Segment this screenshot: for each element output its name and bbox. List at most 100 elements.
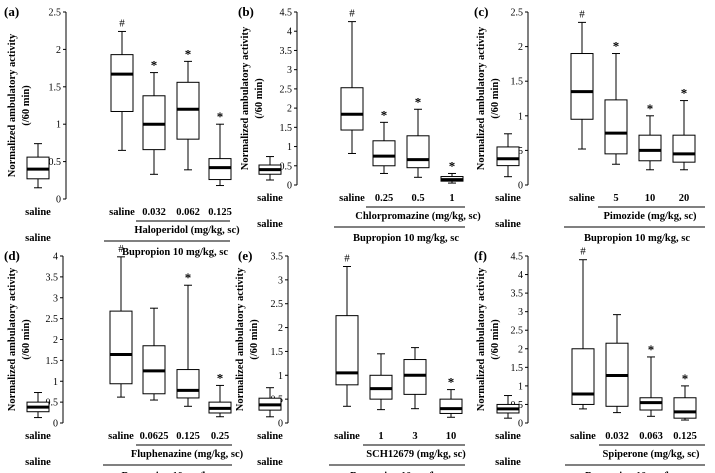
box-3: * [176, 270, 200, 407]
y-axis-title: Normalized ambulatory activity [235, 267, 246, 411]
significance-marker: * [415, 94, 422, 109]
box-0 [496, 133, 520, 178]
y-tick-label: 2 [518, 344, 523, 355]
y-tick-label: 1.5 [46, 356, 59, 367]
significance-marker: * [682, 371, 689, 386]
x-category-label: saline [495, 193, 521, 204]
box-4: * [439, 375, 463, 418]
iqr-box [110, 54, 134, 112]
drug-label: SCH12679 (mg/kg, sc) [366, 449, 466, 460]
x-category-label: 0.032 [605, 431, 629, 442]
iqr-box [109, 310, 133, 385]
y-tick-label: 2 [287, 104, 292, 115]
hash-marker: # [118, 243, 124, 255]
hash-marker: # [579, 8, 585, 20]
y-tick-label: 1.5 [49, 82, 62, 93]
y-axis-title-unit: (/60 min) [21, 85, 32, 126]
y-tick-label: 4.5 [511, 252, 524, 263]
drug-label: Chlorpromazine (mg/kg, sc) [355, 211, 481, 222]
bupropion-label: Bupropion 10 mg/kg, sc [585, 471, 691, 473]
y-tick-label: 1.5 [511, 363, 524, 374]
x-category-label: saline [257, 193, 283, 204]
x-category-label: saline [569, 193, 595, 204]
y-tick-label: 0 [278, 419, 283, 430]
iqr-box [604, 99, 628, 155]
significance-marker: * [217, 370, 224, 385]
x-category-label: 5 [613, 193, 618, 204]
box-3: * [639, 342, 663, 417]
saline-group-label: saline [257, 457, 283, 468]
box-1: # [110, 17, 134, 151]
y-tick-label: 1 [518, 111, 523, 122]
box-3: * [176, 46, 200, 171]
x-category-label: 0.125 [176, 431, 200, 442]
box-0 [26, 392, 50, 419]
y-tick-label: 3 [287, 65, 292, 76]
y-tick-label: 1.5 [511, 77, 524, 88]
saline-group-label: saline [495, 219, 521, 230]
box-1: # [335, 252, 359, 407]
y-axis-title-unit: (/60 min) [21, 319, 32, 360]
panel-3: (d)Normalized ambulatory activity (/60 mi… [4, 243, 244, 473]
panel-letter: (f) [474, 248, 487, 263]
box-1: # [109, 243, 133, 398]
iqr-box [340, 87, 364, 131]
significance-marker: * [185, 270, 192, 285]
x-category-label: 0.062 [176, 207, 200, 218]
saline-group-label: saline [257, 219, 283, 230]
y-tick-label: 4 [287, 27, 292, 38]
x-category-label: 0.25 [211, 431, 229, 442]
panel-letter: (c) [474, 4, 488, 19]
significance-marker: * [613, 39, 620, 54]
x-category-label: saline [109, 207, 135, 218]
box-4: * [673, 371, 697, 421]
hash-marker: # [349, 8, 355, 20]
y-tick-label: 0 [53, 419, 58, 430]
x-category-label: saline [339, 193, 365, 204]
bupropion-label: Bupropion 10 mg/kg, sc [350, 471, 456, 473]
y-tick-label: 4.5 [280, 8, 293, 19]
y-tick-label: 3.5 [280, 46, 293, 57]
y-tick-label: 2.5 [511, 326, 524, 337]
drug-label: Fluphenazine (mg/kg, sc) [131, 449, 244, 460]
iqr-box [406, 135, 430, 169]
panel-4: (e) Normalized ambulatory activity (/60 mi… [235, 248, 466, 473]
box-3 [403, 347, 427, 410]
y-tick-label: 1.5 [280, 123, 293, 134]
y-tick-label: 0 [287, 181, 292, 192]
saline-group-label: saline [495, 457, 521, 468]
hash-marker: # [580, 246, 586, 258]
iqr-box [571, 348, 595, 405]
y-tick-label: 2.5 [49, 8, 62, 19]
significance-marker: * [647, 101, 654, 116]
y-axis-title-unit: (/60 min) [490, 319, 501, 360]
panel-letter: (d) [4, 248, 20, 263]
box-4: * [208, 370, 232, 418]
box-2 [369, 353, 393, 411]
iqr-box [403, 359, 427, 395]
x-category-label: 0.125 [673, 431, 697, 442]
significance-marker: * [381, 107, 388, 122]
y-tick-label: 3 [518, 307, 523, 318]
y-tick-label: 2.5 [280, 84, 293, 95]
y-axis-title: Normalized ambulatory activity [7, 267, 18, 411]
y-tick-label: 4 [53, 252, 58, 263]
x-category-label: 0.25 [375, 193, 393, 204]
hash-marker: # [344, 252, 350, 264]
x-category-label: saline [257, 431, 283, 442]
drug-label: Spiperone (mg/kg, sc) [603, 449, 700, 460]
x-category-label: 0.125 [208, 207, 232, 218]
x-category-label: saline [108, 431, 134, 442]
x-category-label: 0.032 [142, 207, 166, 218]
x-category-label: 10 [446, 431, 457, 442]
box-0 [496, 395, 520, 419]
significance-marker: * [681, 86, 688, 101]
y-axis-title-unit: (/60 min) [490, 78, 501, 119]
x-category-label: 0.063 [639, 431, 663, 442]
y-tick-label: 1 [278, 371, 283, 382]
panel-letter: (a) [4, 4, 19, 19]
x-category-label: 20 [679, 193, 690, 204]
x-category-label: saline [495, 431, 521, 442]
y-tick-label: 1 [518, 381, 523, 392]
